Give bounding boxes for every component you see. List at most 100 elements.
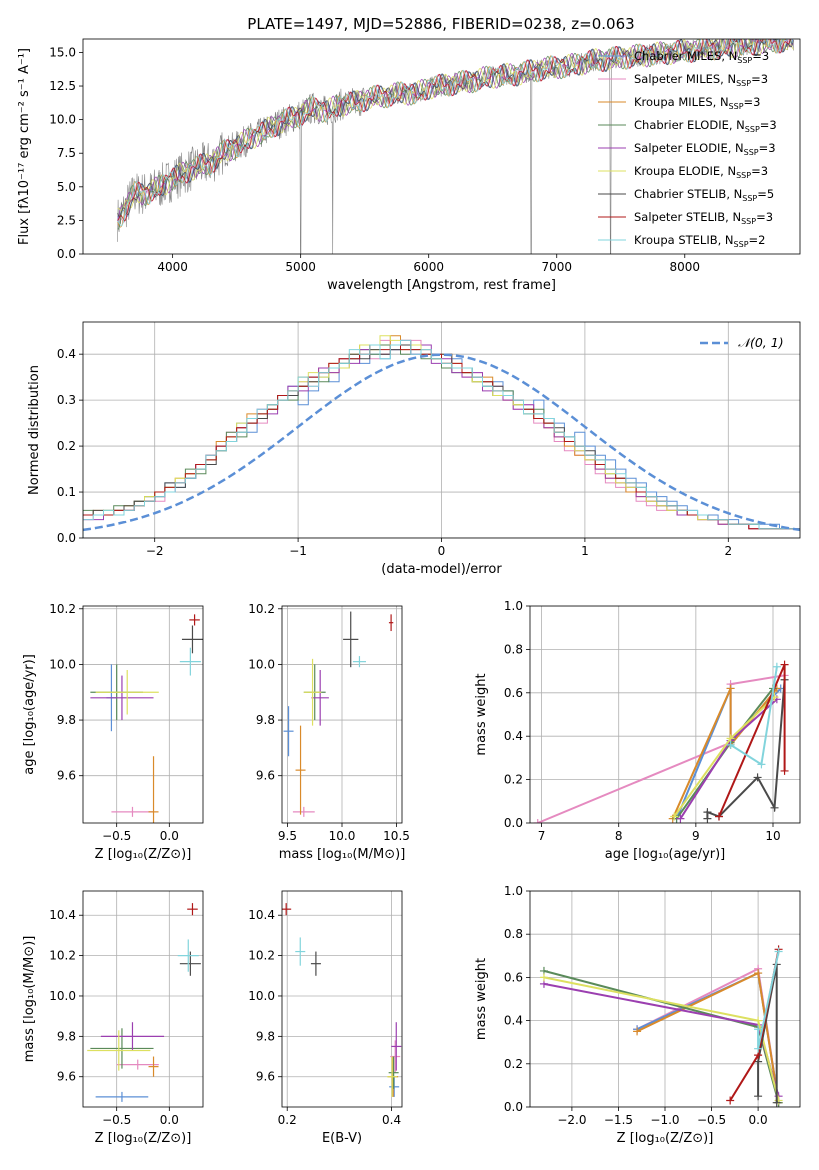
data-point-chab_elodie bbox=[388, 1056, 399, 1089]
weight-marker-chab_stelib bbox=[754, 1092, 763, 1101]
y-tick-label: 9.6 bbox=[256, 769, 275, 783]
x-tick-label: 7 bbox=[538, 829, 546, 843]
y-tick-label: 0.3 bbox=[57, 393, 76, 407]
legend-subscript: SSP bbox=[729, 102, 744, 111]
data-point-chab_elodie bbox=[90, 1028, 154, 1069]
data-point-krou_stelib bbox=[295, 937, 306, 966]
legend-label-salp_miles: Salpeter MILES, NSSP=3 bbox=[634, 72, 768, 88]
legend-subscript: SSP bbox=[742, 194, 757, 203]
axes-frame bbox=[281, 890, 403, 1108]
y-tick-label: 9.8 bbox=[57, 713, 76, 727]
weight-marker-salp_stelib bbox=[780, 766, 789, 775]
plot-area bbox=[117, 39, 794, 254]
x-tick-label: 1 bbox=[581, 544, 589, 558]
normal-reference-curve bbox=[83, 353, 800, 532]
weight-line-krou_miles bbox=[671, 687, 778, 820]
weight-marker-salp_stelib bbox=[726, 1096, 735, 1105]
y-axis-label: age [log₁₀(age/yr)] bbox=[22, 654, 37, 775]
x-tick-label: 2 bbox=[724, 544, 732, 558]
x-axis-label: wavelength [Angstrom, rest frame] bbox=[327, 278, 556, 293]
weight-marker-chab_stelib bbox=[703, 808, 712, 817]
plot-area bbox=[282, 606, 402, 823]
x-axis-label: Z [log₁₀(Z/Z⊙)] bbox=[95, 847, 192, 862]
data-point-chab_stelib bbox=[310, 951, 321, 976]
x-tick-label: 8000 bbox=[669, 260, 700, 274]
model-spectrum-krou_stelib bbox=[117, 39, 788, 227]
weight-marker-krou_elodie bbox=[670, 812, 679, 821]
legend-nssp-value: =2 bbox=[749, 233, 766, 247]
data-point-salp_stelib bbox=[187, 903, 198, 916]
y-tick-label: 1.0 bbox=[504, 884, 523, 898]
y-tick-label: 0.0 bbox=[57, 531, 76, 545]
x-axis-label: E(B-V) bbox=[322, 1131, 362, 1146]
x-tick-label: −0.5 bbox=[102, 1113, 131, 1127]
weight-marker-krou_stelib bbox=[774, 947, 783, 956]
data-point-salp_stelib bbox=[282, 903, 292, 916]
weight-marker-salp_elodie bbox=[676, 814, 685, 823]
axes-frame bbox=[82, 605, 204, 824]
data-point-salp_elodie bbox=[100, 1022, 165, 1051]
y-tick-label: 10.2 bbox=[248, 602, 275, 616]
data-point-chab_stelib bbox=[343, 611, 359, 668]
x-tick-label: 7000 bbox=[541, 260, 572, 274]
y-tick-label: 7.5 bbox=[57, 146, 76, 160]
data-point-chab_miles bbox=[283, 706, 294, 757]
legend-label-krou_elodie: Kroupa ELODIE, NSSP=3 bbox=[634, 164, 768, 180]
legend-label-salp_elodie: Salpeter ELODIE, NSSP=3 bbox=[634, 141, 776, 157]
data-point-salp_elodie bbox=[391, 1022, 402, 1071]
y-axis-label: mass [log₁₀(M/M⊙)] bbox=[22, 936, 37, 1063]
y-tick-label: 0.6 bbox=[504, 686, 523, 700]
y-tick-label: 0.4 bbox=[57, 347, 76, 361]
weight-marker-krou_miles bbox=[726, 684, 735, 693]
plot-area bbox=[83, 606, 203, 823]
weight-marker-krou_miles bbox=[754, 969, 763, 978]
x-tick-label: 10.5 bbox=[383, 829, 410, 843]
y-tick-label: 15.0 bbox=[49, 45, 76, 59]
legend-nssp-value: =3 bbox=[759, 141, 776, 155]
plot-area bbox=[282, 891, 402, 1107]
x-tick-label: −1.5 bbox=[604, 1113, 633, 1127]
y-tick-label: 10.2 bbox=[248, 949, 275, 963]
y-axis-label: Flux [fλ10⁻¹⁷ erg cm⁻² s⁻¹ A⁻¹] bbox=[17, 48, 32, 245]
x-tick-label: −1.0 bbox=[650, 1113, 679, 1127]
data-point-krou_miles bbox=[295, 725, 306, 815]
x-tick-label: 10 bbox=[765, 829, 780, 843]
weight-line-krou_elodie bbox=[543, 976, 780, 1101]
data-point-krou_miles bbox=[148, 756, 159, 823]
weight-marker-salp_miles bbox=[533, 819, 542, 823]
histogram-krou_stelib bbox=[83, 339, 800, 538]
y-tick-label: 9.6 bbox=[256, 1070, 275, 1084]
legend-label-salp_stelib: Salpeter STELIB, NSSP=3 bbox=[634, 210, 773, 226]
plot-area bbox=[530, 606, 800, 823]
data-point-chab_miles bbox=[95, 1091, 149, 1102]
y-tick-label: 10.0 bbox=[49, 989, 76, 1003]
y-tick-label: 0.0 bbox=[504, 816, 523, 830]
figure-title: PLATE=1497, MJD=52886, FIBERID=0238, z=0… bbox=[247, 15, 634, 33]
model-spectrum-krou_elodie bbox=[117, 39, 794, 211]
age-vs-metallicity-panel: −0.5 0.0 9.6 9.8 10.0 10.2 Z [log₁₀(Z/Z⊙)] age … bbox=[22, 602, 204, 862]
y-tick-label: 10.4 bbox=[49, 908, 76, 922]
legend-subscript: SSP bbox=[741, 217, 756, 226]
plot-area bbox=[83, 322, 800, 538]
axes-frame bbox=[82, 890, 204, 1108]
x-axis-label: Z [log₁₀(Z/Z⊙)] bbox=[617, 1131, 714, 1146]
y-tick-label: 9.8 bbox=[256, 713, 275, 727]
data-point-salp_stelib bbox=[189, 614, 200, 626]
data-point-salp_elodie bbox=[90, 675, 154, 721]
legend-subscript: SSP bbox=[737, 56, 752, 65]
legend-label-reference: 𝒩(0, 1) bbox=[738, 335, 784, 350]
legend-label-chab_stelib: Chabrier STELIB, NSSP=5 bbox=[634, 187, 774, 203]
y-tick-label: 10.0 bbox=[49, 657, 76, 671]
x-tick-label: 5000 bbox=[285, 260, 316, 274]
model-spectrum-chab_stelib bbox=[117, 39, 794, 218]
legend-nssp-value: =5 bbox=[757, 187, 774, 201]
y-tick-label: 0.8 bbox=[504, 927, 523, 941]
legend-nssp-value: =3 bbox=[752, 49, 769, 63]
x-tick-label: 0.0 bbox=[749, 1113, 768, 1127]
plot-area bbox=[83, 891, 203, 1107]
data-point-krou_elodie bbox=[303, 658, 322, 726]
y-tick-label: 0.8 bbox=[504, 642, 523, 656]
y-tick-label: 0.4 bbox=[504, 729, 523, 743]
data-point-salp_miles bbox=[292, 806, 315, 817]
data-point-krou_elodie bbox=[95, 669, 159, 715]
